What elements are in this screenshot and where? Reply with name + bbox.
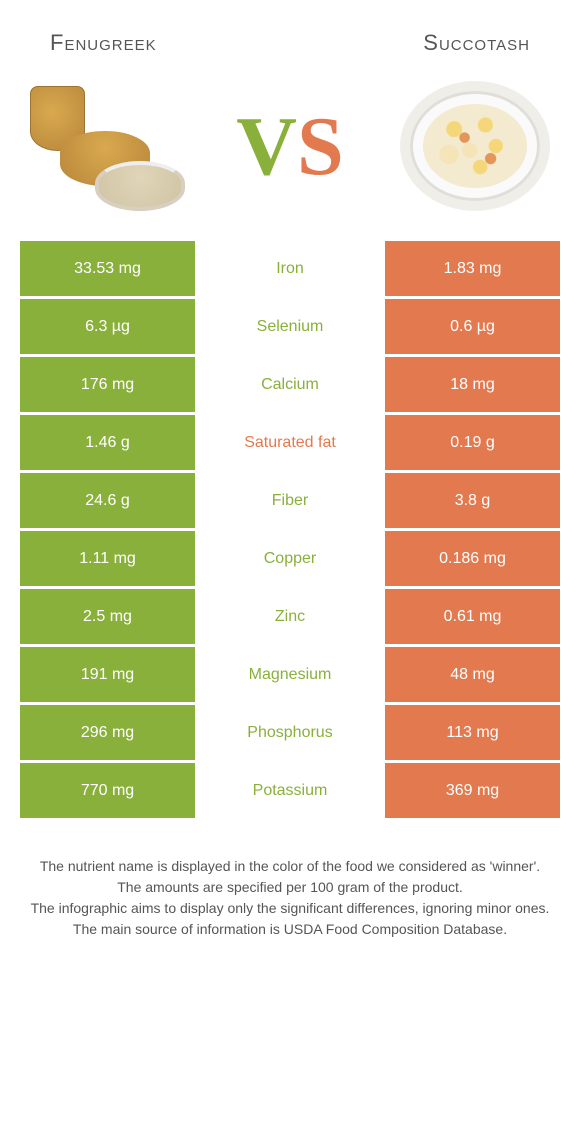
- nutrient-name-cell: Magnesium: [195, 647, 385, 702]
- right-value-cell: 0.186 mg: [385, 531, 560, 586]
- left-value-cell: 6.3 µg: [20, 299, 195, 354]
- table-row: 2.5 mgZinc0.61 mg: [20, 589, 560, 644]
- table-row: 1.46 gSaturated fat0.19 g: [20, 415, 560, 470]
- fenugreek-icon: [20, 76, 190, 216]
- nutrient-name-cell: Fiber: [195, 473, 385, 528]
- footnote-line: The infographic aims to display only the…: [30, 898, 550, 919]
- left-value-cell: 770 mg: [20, 763, 195, 818]
- footnote-line: The amounts are specified per 100 gram o…: [30, 877, 550, 898]
- vs-v: V: [236, 100, 297, 193]
- table-row: 176 mgCalcium18 mg: [20, 357, 560, 412]
- left-value-cell: 1.46 g: [20, 415, 195, 470]
- nutrient-name-cell: Potassium: [195, 763, 385, 818]
- left-food-title: Fenugreek: [50, 30, 157, 56]
- left-value-cell: 33.53 mg: [20, 241, 195, 296]
- left-value-cell: 296 mg: [20, 705, 195, 760]
- nutrient-name-cell: Copper: [195, 531, 385, 586]
- nutrient-name-cell: Saturated fat: [195, 415, 385, 470]
- left-value-cell: 2.5 mg: [20, 589, 195, 644]
- table-row: 296 mgPhosphorus113 mg: [20, 705, 560, 760]
- nutrient-name-cell: Iron: [195, 241, 385, 296]
- right-value-cell: 0.61 mg: [385, 589, 560, 644]
- left-food-image: [20, 76, 190, 216]
- right-value-cell: 0.19 g: [385, 415, 560, 470]
- table-row: 33.53 mgIron1.83 mg: [20, 241, 560, 296]
- table-row: 770 mgPotassium369 mg: [20, 763, 560, 818]
- image-row: VS: [20, 66, 560, 241]
- right-value-cell: 113 mg: [385, 705, 560, 760]
- succotash-icon: [395, 76, 555, 216]
- left-value-cell: 24.6 g: [20, 473, 195, 528]
- nutrient-name-cell: Calcium: [195, 357, 385, 412]
- vs-label: VS: [236, 98, 343, 195]
- right-value-cell: 369 mg: [385, 763, 560, 818]
- right-value-cell: 18 mg: [385, 357, 560, 412]
- right-value-cell: 3.8 g: [385, 473, 560, 528]
- right-value-cell: 0.6 µg: [385, 299, 560, 354]
- left-value-cell: 191 mg: [20, 647, 195, 702]
- right-value-cell: 1.83 mg: [385, 241, 560, 296]
- table-row: 191 mgMagnesium48 mg: [20, 647, 560, 702]
- left-value-cell: 176 mg: [20, 357, 195, 412]
- nutrient-name-cell: Zinc: [195, 589, 385, 644]
- footnote-line: The main source of information is USDA F…: [30, 919, 550, 940]
- comparison-table: 33.53 mgIron1.83 mg6.3 µgSelenium0.6 µg1…: [20, 241, 560, 818]
- table-row: 24.6 gFiber3.8 g: [20, 473, 560, 528]
- right-food-title: Succotash: [423, 30, 530, 56]
- footnote: The nutrient name is displayed in the co…: [20, 821, 560, 940]
- table-row: 6.3 µgSelenium0.6 µg: [20, 299, 560, 354]
- right-value-cell: 48 mg: [385, 647, 560, 702]
- title-row: Fenugreek Succotash: [20, 10, 560, 66]
- table-row: 1.11 mgCopper0.186 mg: [20, 531, 560, 586]
- right-food-image: [390, 76, 560, 216]
- left-value-cell: 1.11 mg: [20, 531, 195, 586]
- nutrient-name-cell: Selenium: [195, 299, 385, 354]
- infographic-container: Fenugreek Succotash VS 33.53 mgIron1.83 …: [0, 0, 580, 970]
- vs-s: S: [297, 100, 344, 193]
- nutrient-name-cell: Phosphorus: [195, 705, 385, 760]
- footnote-line: The nutrient name is displayed in the co…: [30, 856, 550, 877]
